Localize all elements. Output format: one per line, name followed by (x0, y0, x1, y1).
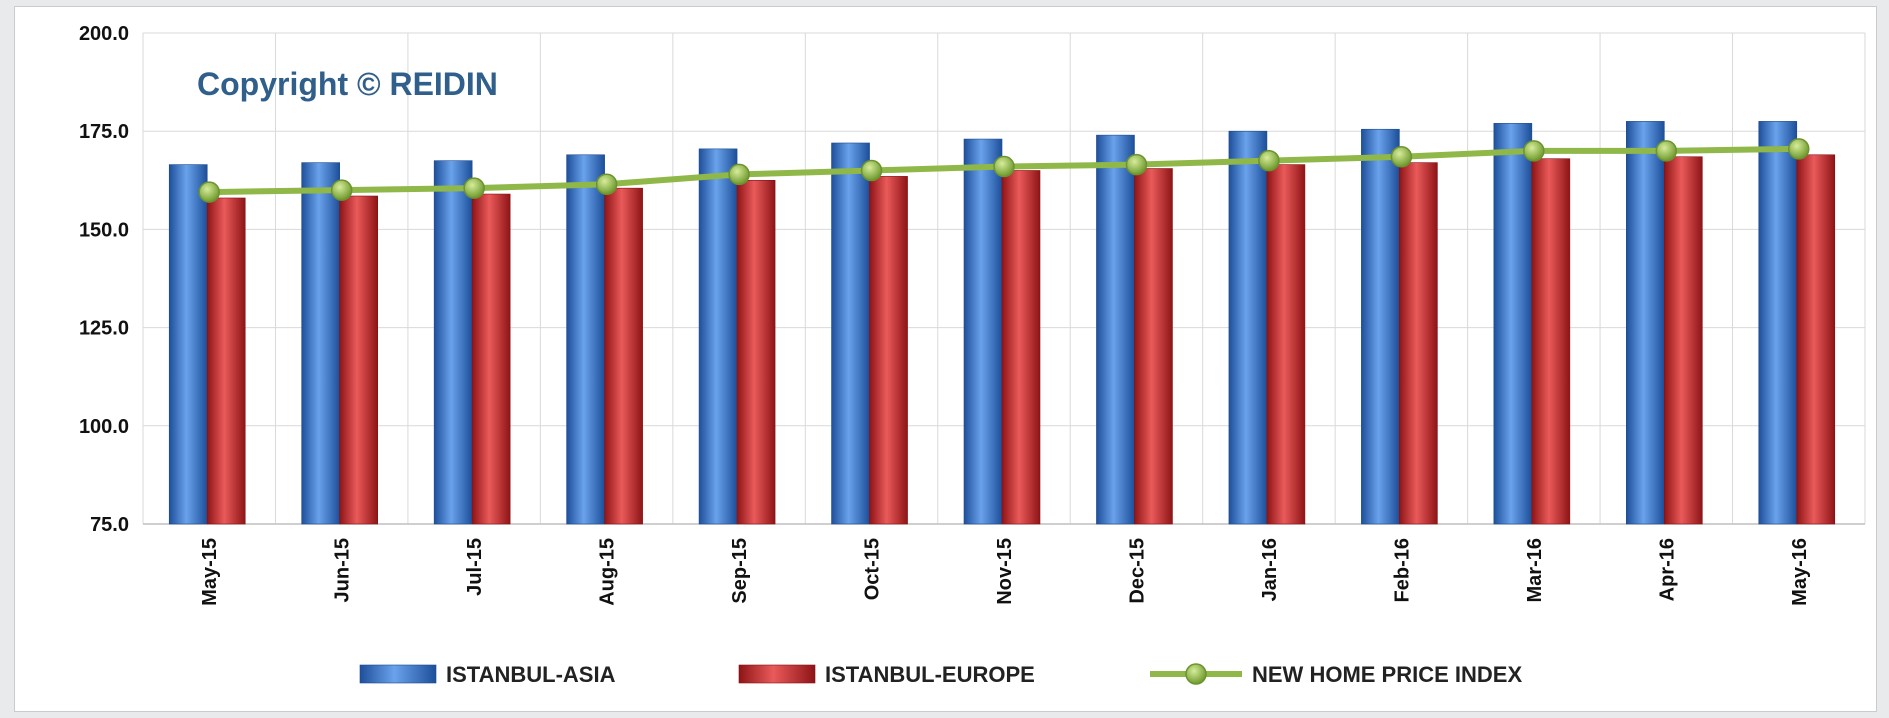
line-point-new-home-price-index (330, 179, 353, 201)
legend: ISTANBUL-ASIA ISTANBUL-EUROPE NEW HOME PRI… (359, 662, 1522, 687)
bar-istanbul-europe (206, 197, 246, 525)
x-tick-label: Jan-16 (1259, 538, 1281, 601)
line-point-new-home-price-index (1523, 140, 1545, 162)
x-tick-label: May-16 (1789, 538, 1811, 606)
x-tick-label: Oct-15 (862, 538, 884, 600)
line-point-new-home-price-index (1655, 140, 1678, 162)
line-point-new-home-price-index (728, 163, 750, 186)
x-tick-label: Aug-15 (597, 538, 619, 606)
bar-istanbul-asia (1758, 121, 1798, 525)
bar-istanbul-europe (736, 180, 776, 525)
line-point-new-home-price-index (1258, 149, 1280, 172)
bar-istanbul-asia (698, 148, 738, 525)
grid-layer (142, 32, 1866, 525)
bar-istanbul-europe (1796, 154, 1836, 525)
chart-svg: 75.0 100.0 125.0 150.0 175.0 200.0 May-15 Jun-1… (79, 23, 1866, 687)
legend-label: ISTANBUL-EUROPE (825, 662, 1035, 687)
legend-label: ISTANBUL-ASIA (446, 662, 616, 687)
line-point-new-home-price-index (198, 181, 220, 203)
copyright-annotation: Copyright © REIDIN (197, 66, 498, 102)
y-tick-label: 150.0 (79, 219, 129, 241)
line-point-new-home-price-index (1788, 138, 1810, 160)
bar-istanbul-asia (566, 154, 605, 525)
bar-istanbul-asia (831, 142, 870, 525)
x-tick-label: Mar-16 (1524, 538, 1546, 602)
x-tick-label: Nov-15 (994, 538, 1016, 605)
bar-istanbul-europe (1399, 162, 1438, 525)
bar-istanbul-europe (1664, 156, 1703, 525)
bar-istanbul-asia (1228, 130, 1268, 525)
legend-swatch (738, 664, 816, 684)
line-layer (198, 138, 1810, 203)
bar-istanbul-asia (1493, 123, 1533, 525)
bar-istanbul-europe (339, 195, 378, 525)
y-tick-label: 175.0 (79, 121, 129, 143)
legend-swatch (359, 664, 437, 684)
bar-istanbul-asia (963, 138, 1003, 525)
line-point-new-home-price-index (1390, 145, 1413, 168)
x-tick-label: Feb-16 (1391, 538, 1413, 602)
legend-swatch-marker (1185, 663, 1207, 685)
x-tick-label: Jul-15 (464, 538, 486, 596)
x-tick-label: Sep-15 (729, 538, 751, 604)
line-point-new-home-price-index (993, 155, 1015, 178)
x-tick-label: Apr-16 (1656, 538, 1678, 601)
bar-istanbul-europe (1266, 164, 1306, 525)
bar-istanbul-asia (168, 164, 208, 525)
x-tick-label: Dec-15 (1126, 538, 1148, 604)
legend-istanbul-asia: ISTANBUL-ASIA (359, 662, 616, 687)
legend-label: NEW HOME PRICE INDEX (1252, 662, 1522, 687)
bar-istanbul-europe (471, 193, 511, 525)
chart-frame: 75.0 100.0 125.0 150.0 175.0 200.0 May-15 Jun-1… (14, 6, 1877, 712)
x-tick-label: May-15 (199, 538, 221, 606)
legend-istanbul-europe: ISTANBUL-EUROPE (738, 662, 1035, 687)
bar-layer (168, 121, 1836, 525)
bar-istanbul-europe (869, 176, 908, 525)
line-point-new-home-price-index (595, 173, 618, 195)
line-point-new-home-price-index (1125, 153, 1148, 176)
y-tick-label: 75.0 (90, 514, 129, 536)
bar-istanbul-asia (1096, 134, 1135, 525)
y-tick-label: 100.0 (79, 416, 129, 438)
bar-istanbul-europe (1134, 168, 1173, 525)
bar-istanbul-asia (433, 160, 473, 525)
line-point-new-home-price-index (860, 159, 883, 182)
bar-istanbul-europe (1531, 158, 1571, 525)
bar-istanbul-europe (604, 187, 643, 525)
line-point-new-home-price-index (463, 177, 485, 199)
legend-new-home-price-index: NEW HOME PRICE INDEX (1150, 662, 1522, 687)
bar-istanbul-asia (1626, 121, 1665, 525)
bar-istanbul-asia (1361, 128, 1400, 525)
bar-istanbul-europe (1001, 170, 1041, 525)
y-tick-label: 200.0 (79, 23, 129, 45)
x-tick-label: Jun-15 (332, 538, 354, 602)
y-tick-label: 125.0 (79, 318, 129, 340)
bar-istanbul-asia (301, 162, 340, 525)
